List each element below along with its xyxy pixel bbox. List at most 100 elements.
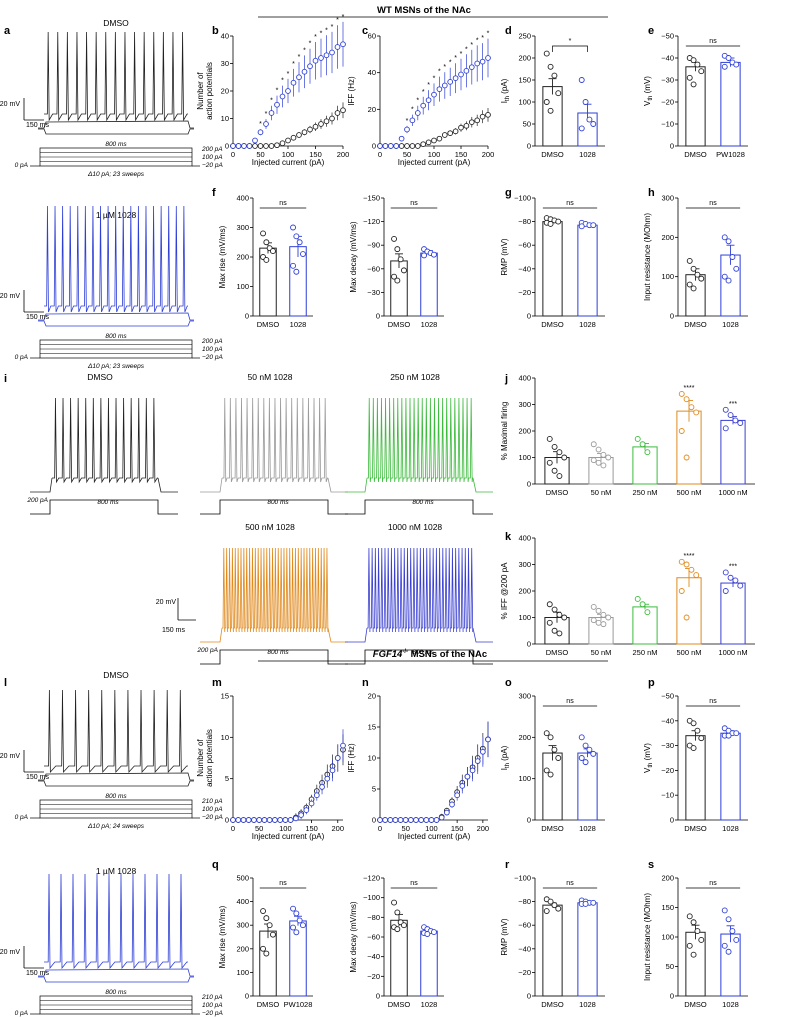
y-axis-label-line: % Maximal firing	[500, 402, 509, 461]
data-point	[590, 899, 597, 906]
data-point	[725, 732, 732, 739]
significance-star: *	[325, 27, 328, 34]
significance-star: *	[276, 88, 279, 95]
y-tick-label: 10	[221, 733, 229, 742]
data-point	[323, 118, 330, 125]
y-tick-label: 100	[661, 933, 674, 942]
x-tick-label: 250 nM	[632, 648, 657, 657]
bar-group-1028: 1028	[577, 219, 598, 329]
data-point	[686, 74, 693, 81]
data-point	[678, 390, 685, 397]
x-tick-label: DMSO	[541, 1000, 564, 1009]
trace-l-1028: 1 µM 1028 20 mV 150 ms 800 ms 0 pA 210 pA100 …	[0, 866, 223, 1017]
x-tick-label: 1028	[579, 824, 596, 833]
data-point	[547, 771, 554, 778]
data-point	[230, 143, 236, 149]
wt-header-text: WT MSNs of the NAc	[377, 5, 471, 16]
y-tick-label: 500	[236, 874, 249, 883]
data-point	[721, 907, 728, 914]
data-point	[725, 916, 732, 923]
data-point	[408, 817, 414, 823]
data-point	[241, 143, 247, 149]
significance-marker: ***	[729, 563, 737, 570]
data-point	[414, 143, 421, 149]
chart-k: 0 100 200 300 400 % IFF @200 pA DMSO 50 nM 250 n…	[500, 534, 755, 657]
data-point	[393, 143, 400, 149]
data-point	[377, 817, 383, 823]
y-tick-label: 15	[221, 692, 229, 701]
bar	[577, 224, 598, 317]
significance-star: *	[314, 34, 317, 41]
x-tick-label: 1028	[722, 320, 739, 329]
data-point	[694, 271, 701, 278]
data-point	[547, 63, 554, 70]
data-point	[600, 621, 607, 628]
data-point	[447, 78, 454, 85]
significance-label: ns	[709, 880, 717, 887]
y-axis-label-line: action potentials	[205, 729, 214, 787]
data-point	[394, 909, 401, 916]
x-tick-label: 150	[451, 824, 464, 833]
data-point	[433, 817, 440, 823]
trace-decay	[327, 627, 348, 643]
y-axis-label: Input resistance (MOhm)	[643, 893, 652, 981]
data-point	[605, 614, 612, 621]
wt-header: WT MSNs of the NAc	[258, 5, 608, 18]
data-point	[551, 902, 558, 909]
spike-trace	[367, 547, 474, 633]
trace-title: DMSO	[103, 18, 129, 28]
x-tick-label: 200	[332, 824, 345, 833]
data-point	[586, 116, 593, 123]
data-point	[721, 234, 728, 241]
y-tick-label: 0	[527, 640, 531, 649]
trace-title: 1 µM 1028	[96, 866, 137, 876]
data-point	[282, 817, 289, 823]
data-point	[551, 746, 558, 753]
data-point	[686, 281, 693, 288]
y-tick-label: 20	[368, 692, 376, 701]
y-tick-label: −40	[518, 264, 531, 273]
data-point	[414, 110, 421, 116]
significance-star: *	[465, 46, 468, 53]
y-tick-label: −60	[367, 933, 380, 942]
panel-label-n: n	[362, 677, 369, 689]
data-point	[285, 88, 291, 94]
data-point	[252, 137, 258, 144]
y-axis-label: Max rise (mV/ms)	[218, 225, 227, 288]
data-point	[578, 223, 585, 230]
data-point	[424, 931, 431, 937]
y-tick-label: 100	[518, 774, 531, 783]
data-point	[313, 792, 320, 799]
data-point	[270, 931, 276, 938]
y-tick-label: −120	[363, 874, 380, 883]
panel-label-e: e	[648, 25, 654, 37]
data-point	[334, 110, 341, 116]
stim-duration: 800 ms	[267, 499, 289, 506]
x-tick-label: DMSO	[257, 1000, 280, 1009]
significance-bracket	[552, 45, 588, 52]
y-tick-label: −60	[518, 241, 531, 250]
spike-trace	[222, 397, 328, 483]
data-point	[402, 817, 409, 823]
data-point	[485, 111, 491, 118]
x-tick-label: 250 nM	[632, 488, 657, 497]
data-point	[721, 63, 728, 70]
panel-label-i: i	[4, 373, 7, 385]
x-tick-label: 1000 nM	[718, 648, 747, 657]
data-point	[722, 588, 729, 594]
data-point	[394, 926, 401, 933]
data-point	[420, 102, 427, 109]
fgf-header-text: FGF14-/- MSNs of the NAc	[373, 649, 487, 660]
data-point	[449, 801, 455, 808]
bar-group-1028: 1028	[720, 725, 741, 833]
bar	[420, 252, 438, 317]
chart-f2: 0 −30 −60 −90 −120 −150 Max decay (mV/ms) DMSO 1…	[349, 194, 444, 329]
y-tick-label: 0	[670, 992, 674, 1001]
data-point	[690, 951, 697, 958]
stim-mid-label: 100 pA	[202, 1002, 223, 1009]
data-point	[543, 908, 550, 914]
data-point	[678, 428, 685, 434]
data-point	[555, 755, 562, 761]
stim-max-label: 200 pA	[201, 146, 223, 153]
